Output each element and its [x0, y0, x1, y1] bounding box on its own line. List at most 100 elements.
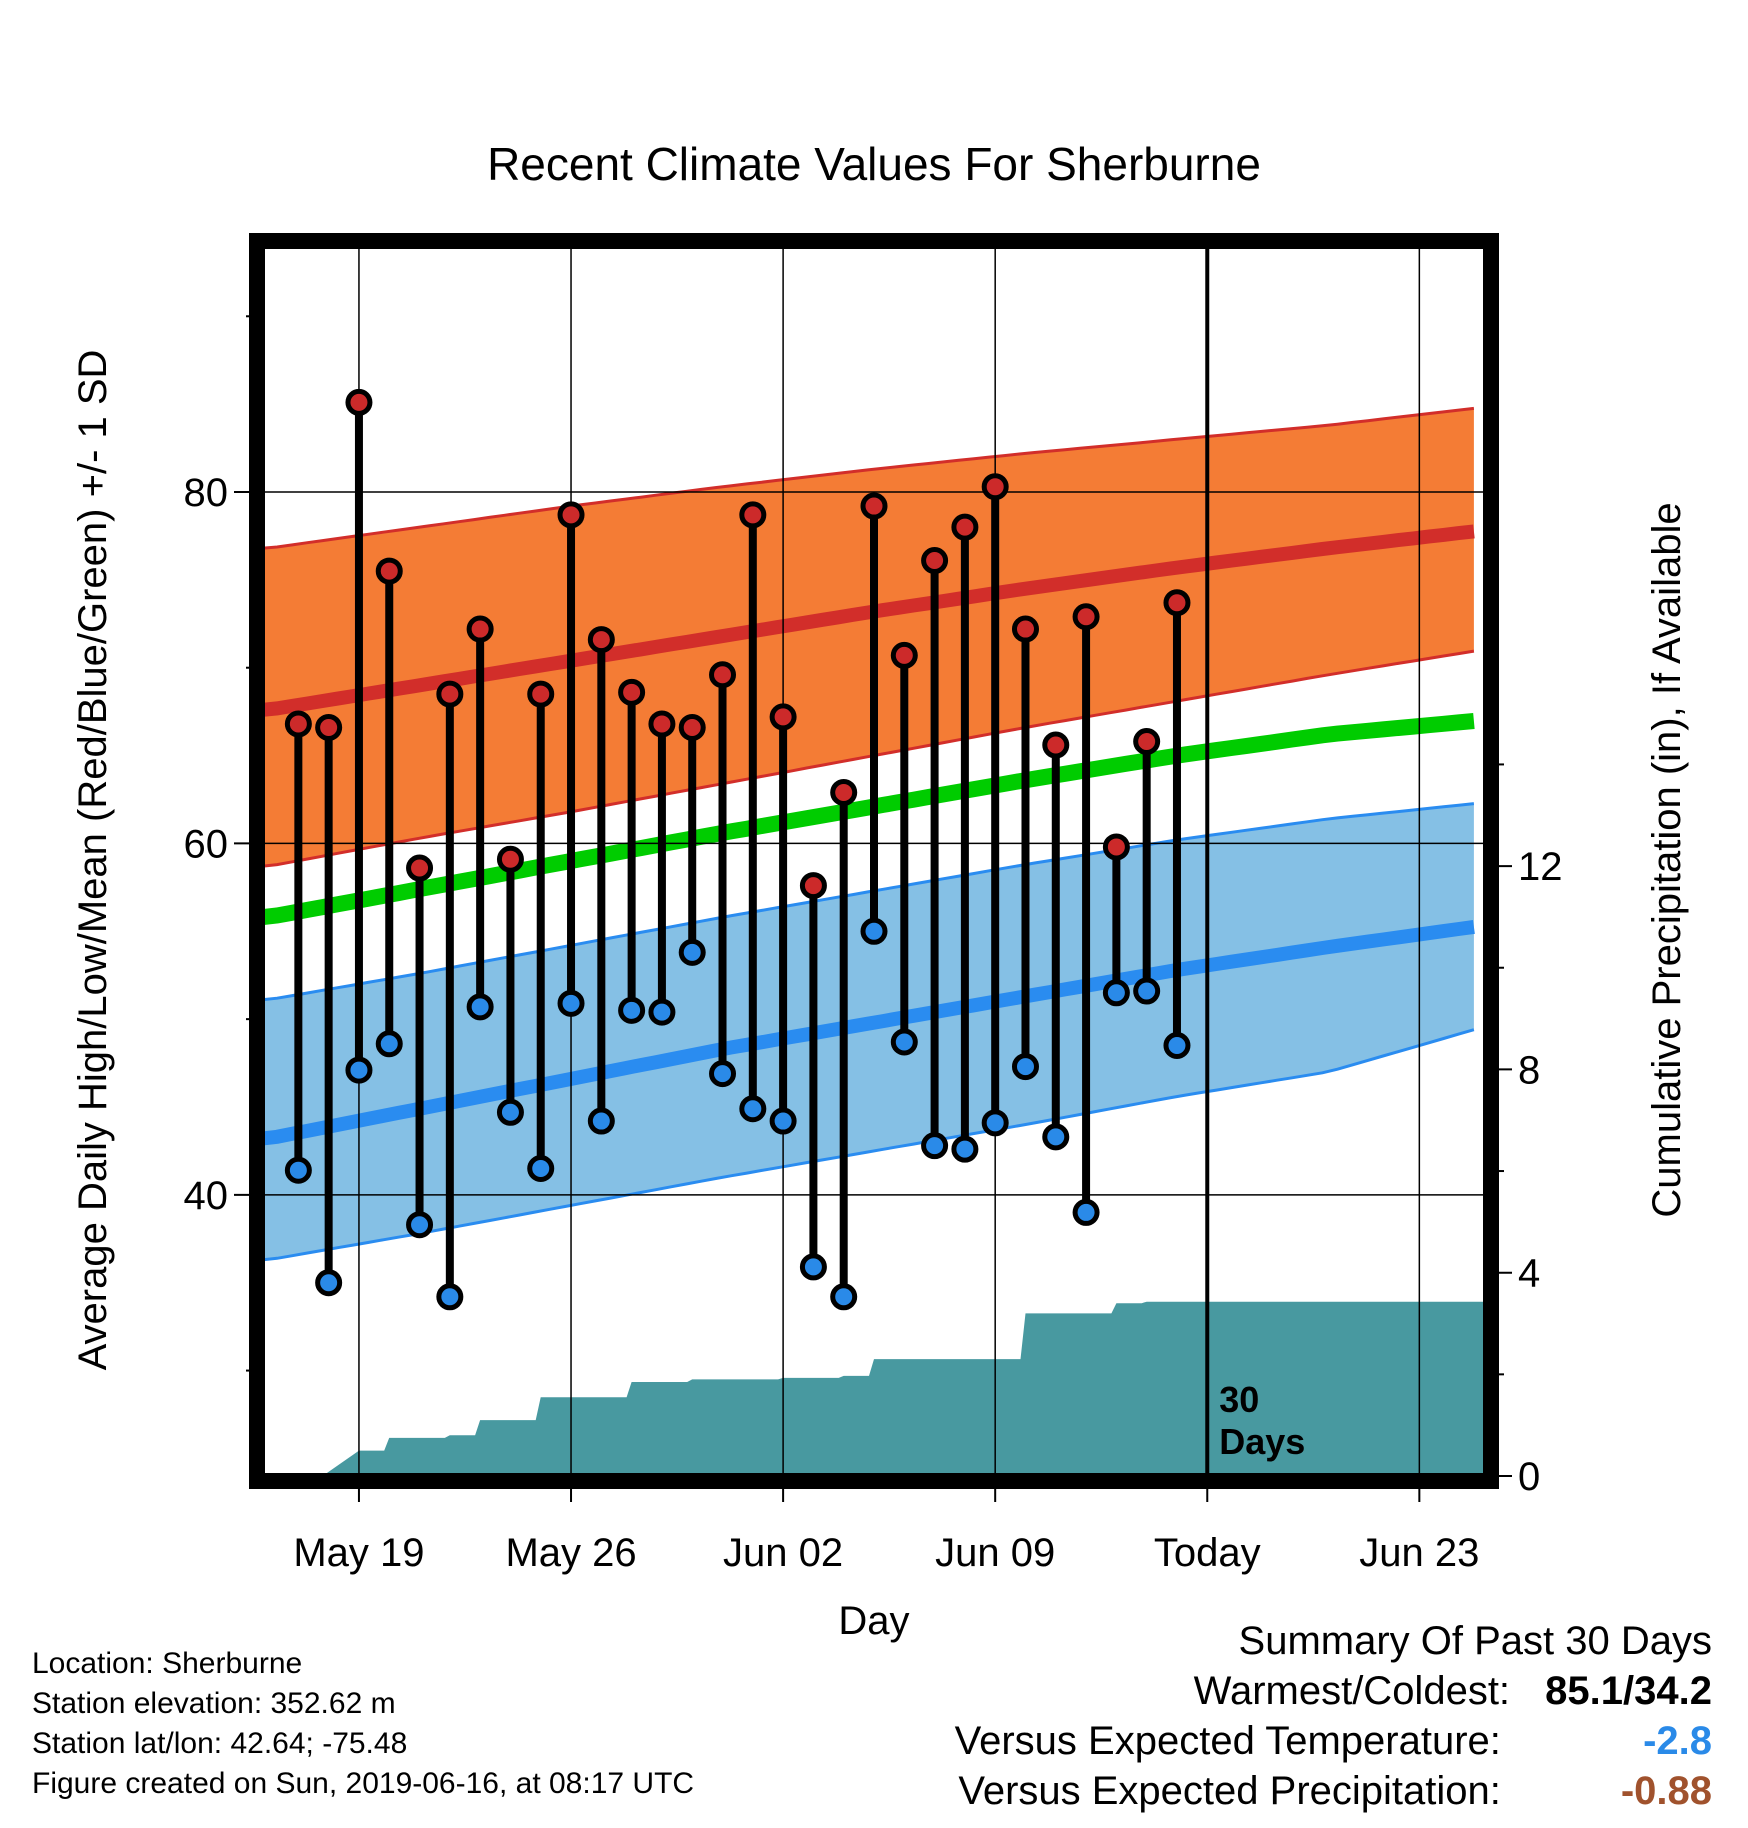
- high-point: [1133, 728, 1161, 756]
- y2-axis-label: Cumulative Precipitation (in), If Availa…: [1645, 502, 1689, 1217]
- low-point: [1042, 1123, 1070, 1151]
- low-point: [1133, 977, 1161, 1005]
- high-point: [709, 661, 737, 689]
- low-point: [527, 1155, 555, 1182]
- high-point: [406, 854, 434, 882]
- high-point: [1042, 731, 1070, 759]
- x-tick-label: Jun 09: [935, 1531, 1055, 1575]
- low-point: [1102, 979, 1130, 1007]
- low-point: [799, 1253, 827, 1281]
- y-tick-label: 80: [184, 471, 229, 515]
- y-tick-label: 60: [184, 822, 229, 866]
- latlon-text: Station lat/lon: 42.64; -75.48: [32, 1727, 408, 1760]
- low-point: [739, 1095, 767, 1123]
- precip-value: -0.88: [1620, 1769, 1712, 1813]
- low-point: [921, 1132, 949, 1160]
- high-point: [1072, 603, 1100, 631]
- y-tick-label: 40: [184, 1174, 229, 1218]
- low-point: [618, 996, 646, 1024]
- temp-value: -2.8: [1643, 1719, 1712, 1763]
- high-point: [557, 501, 585, 529]
- x-tick-label: Jun 02: [723, 1531, 843, 1575]
- high-point: [527, 680, 555, 708]
- location-text: Location: Sherburne: [32, 1647, 303, 1680]
- low-point: [1072, 1198, 1100, 1226]
- summary-panel: Summary Of Past 30 Days Warmest/Coldest:…: [955, 1616, 1712, 1816]
- high-point: [648, 710, 676, 738]
- temp-row: Versus Expected Temperature: -2.8: [955, 1716, 1712, 1766]
- plot-area: 30 Days 40 60 80 0 4 8 12 May 19 May 26 Jun 02 Jun 0…: [184, 233, 1563, 1575]
- high-point: [375, 557, 403, 585]
- normal-mean-line: [262, 713, 1475, 926]
- high-sd-band: [262, 408, 1474, 867]
- high-point: [799, 872, 827, 900]
- high-point: [618, 678, 646, 706]
- low-point: [375, 1030, 403, 1058]
- low-point: [1011, 1053, 1039, 1081]
- y2-tick-label: 12: [1518, 845, 1563, 889]
- high-point: [466, 615, 494, 643]
- y2-tick-label: 0: [1518, 1455, 1540, 1499]
- low-point: [860, 917, 888, 945]
- low-point: [557, 989, 585, 1017]
- low-point: [769, 1107, 797, 1135]
- low-point: [890, 1028, 918, 1056]
- low-point: [648, 998, 676, 1026]
- high-point: [860, 492, 888, 520]
- low-point: [709, 1060, 737, 1088]
- high-point: [345, 388, 373, 416]
- precip-area: [322, 1301, 1486, 1476]
- high-point: [436, 680, 464, 708]
- low-point: [1163, 1032, 1191, 1059]
- summary-heading: Summary Of Past 30 Days: [1238, 1619, 1712, 1663]
- low-point: [284, 1156, 312, 1184]
- x-axis-label: Day: [838, 1599, 909, 1643]
- low-lower-edge: [262, 1028, 1475, 1262]
- high-point: [921, 547, 949, 575]
- high-upper-edge: [262, 406, 1475, 550]
- high-point: [981, 473, 1009, 501]
- normal-high-line: [262, 524, 1475, 717]
- warm-cold-row: Warmest/Coldest: 85.1/34.2: [955, 1666, 1712, 1716]
- low-point: [496, 1098, 524, 1126]
- x-tick-label: Today: [1154, 1531, 1261, 1575]
- low-point: [678, 938, 706, 966]
- elevation-text: Station elevation: 352.62 m: [32, 1687, 396, 1720]
- low-point: [436, 1283, 464, 1311]
- x-tick-label: May 19: [293, 1531, 424, 1575]
- x-tick-label: May 26: [505, 1531, 636, 1575]
- warm-cold-value: 85.1/34.2: [1545, 1669, 1712, 1713]
- low-point: [345, 1056, 373, 1084]
- y2-tick-label: 8: [1518, 1048, 1540, 1092]
- high-point: [284, 710, 312, 738]
- high-point: [678, 713, 706, 741]
- low-upper-edge: [262, 802, 1475, 1002]
- low-point: [951, 1135, 979, 1163]
- low-point: [406, 1211, 434, 1239]
- high-point: [1163, 589, 1191, 617]
- plot-frame: [249, 233, 1499, 1489]
- high-point: [890, 641, 918, 669]
- low-point: [466, 993, 494, 1021]
- low-point: [981, 1109, 1009, 1137]
- x-tick-label: Jun 23: [1359, 1531, 1479, 1575]
- station-info: Location: Sherburne Station elevation: 3…: [32, 1644, 694, 1804]
- high-point: [587, 626, 615, 654]
- high-point: [769, 703, 797, 731]
- precip-label: Versus Expected Precipitation:: [958, 1769, 1501, 1813]
- chart-title: Recent Climate Values For Sherburne: [487, 138, 1261, 190]
- high-point: [1102, 833, 1130, 861]
- warm-cold-label: Warmest/Coldest:: [1193, 1669, 1511, 1713]
- low-sd-band: [262, 803, 1474, 1260]
- precip-row: Versus Expected Precipitation: -0.88: [955, 1766, 1712, 1816]
- y-axis-label: Average Daily High/Low/Mean (Red/Blue/Gr…: [71, 350, 115, 1371]
- low-point: [830, 1283, 858, 1311]
- high-point: [951, 513, 979, 541]
- today-days-label: 30 Days: [1219, 1379, 1305, 1462]
- high-point: [739, 501, 767, 529]
- high-point: [315, 713, 343, 741]
- temp-label: Versus Expected Temperature:: [954, 1719, 1501, 1763]
- high-point: [496, 845, 524, 873]
- high-point: [1011, 615, 1039, 643]
